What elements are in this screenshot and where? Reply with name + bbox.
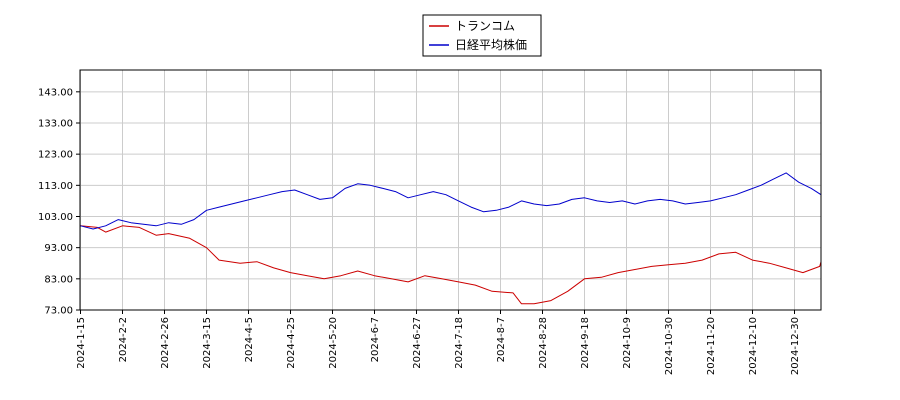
y-tick-label-2: 93.00 xyxy=(44,243,73,254)
x-tick-label-11: 2024-8-28 xyxy=(538,317,549,369)
legend-entry-0: トランコム xyxy=(455,19,515,33)
x-tick-label-8: 2024-6-27 xyxy=(412,317,423,369)
x-tick-label-17: 2024-12-30 xyxy=(790,317,801,375)
x-tick-label-1: 2024-2-2 xyxy=(118,317,129,362)
y-tick-label-4: 113.00 xyxy=(38,181,73,192)
x-tick-label-2: 2024-2-26 xyxy=(160,317,171,369)
y-tick-label-6: 133.00 xyxy=(38,118,73,129)
x-tick-label-6: 2024-5-20 xyxy=(328,317,339,369)
legend-box xyxy=(422,14,542,57)
y-tick-label-3: 103.00 xyxy=(38,212,73,223)
x-tick-label-7: 2024-6-7 xyxy=(370,317,381,362)
y-tick-label-7: 143.00 xyxy=(38,87,73,98)
grid xyxy=(80,70,821,311)
legend-entry-1: 日経平均株価 xyxy=(455,37,527,52)
x-tick-label-14: 2024-10-30 xyxy=(664,317,675,375)
x-tick-label-5: 2024-4-25 xyxy=(286,317,297,369)
x-tick-label-13: 2024-10-9 xyxy=(622,317,633,369)
x-tick-label-4: 2024-4-5 xyxy=(244,317,255,362)
x-tick-label-9: 2024-7-18 xyxy=(454,317,465,369)
y-tick-label-5: 123.00 xyxy=(38,150,73,161)
legend: トランコム 日経平均株価 xyxy=(422,14,542,57)
x-axis: 2024-1-15 2024-2-2 2024-2-26 2024-3-15 2024-… xyxy=(76,310,801,375)
y-axis: 73.00 83.00 93.00 103.00 113.00 123.00 133.00 1… xyxy=(38,87,80,317)
x-tick-label-10: 2024-8-7 xyxy=(496,317,507,362)
x-tick-label-15: 2024-11-20 xyxy=(706,317,717,375)
x-tick-label-3: 2024-3-15 xyxy=(202,317,213,369)
x-tick-label-0: 2024-1-15 xyxy=(76,317,87,369)
y-tick-label-1: 83.00 xyxy=(44,274,73,285)
x-tick-label-16: 2024-12-10 xyxy=(748,317,759,375)
y-tick-label-0: 73.00 xyxy=(44,306,73,317)
x-tick-label-12: 2024-9-18 xyxy=(580,317,591,369)
plot-area xyxy=(79,69,822,311)
